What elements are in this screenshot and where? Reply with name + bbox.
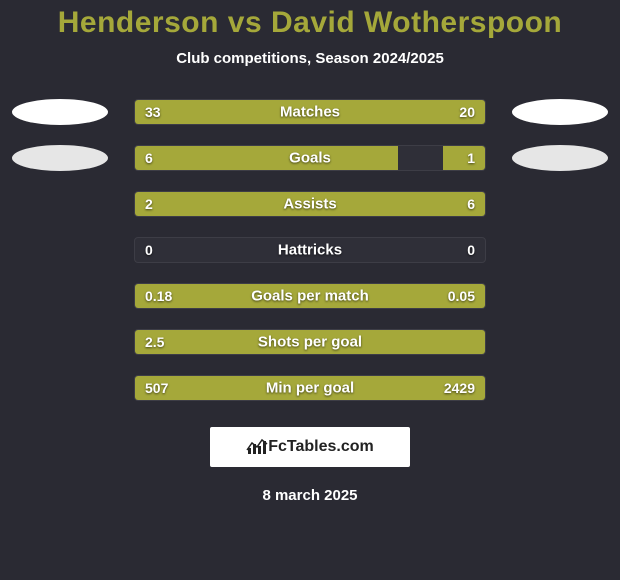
stat-row: 3320Matches bbox=[0, 99, 620, 125]
player-oval-left bbox=[12, 99, 108, 125]
badge-text: FcTables.com bbox=[268, 438, 374, 456]
stat-row: 61Goals bbox=[0, 145, 620, 171]
bar-fill-left bbox=[135, 330, 485, 354]
bar-fill-right bbox=[443, 146, 485, 170]
player-oval-right bbox=[512, 99, 608, 125]
stat-row: 0.180.05Goals per match bbox=[0, 283, 620, 309]
stat-bar: 61Goals bbox=[134, 145, 486, 171]
bar-fill-right bbox=[352, 100, 485, 124]
bar-fill-right bbox=[408, 284, 485, 308]
bar-fill-left bbox=[135, 192, 223, 216]
stat-bar: 5072429Min per goal bbox=[134, 375, 486, 401]
bar-fill-left bbox=[135, 284, 408, 308]
bar-fill-right bbox=[195, 376, 486, 400]
page-title: Henderson vs David Wotherspoon bbox=[58, 6, 563, 40]
stat-bar: 26Assists bbox=[134, 191, 486, 217]
stat-label: Hattricks bbox=[135, 242, 485, 259]
bar-fill-left bbox=[135, 146, 398, 170]
stat-row: 0 0Hattricks bbox=[0, 237, 620, 263]
stats-rows: 3320Matches 61Goals 26Assists 0 0Hattricks 0.… bbox=[0, 99, 620, 401]
stat-value-right: 0 bbox=[467, 242, 475, 258]
stat-bar: 2.5Shots per goal bbox=[134, 329, 486, 355]
stat-row: 5072429Min per goal bbox=[0, 375, 620, 401]
source-badge[interactable]: FcTables.com bbox=[210, 427, 410, 467]
stat-bar: 3320Matches bbox=[134, 99, 486, 125]
stat-bar: 0 0Hattricks bbox=[134, 237, 486, 263]
bar-fill-right bbox=[223, 192, 486, 216]
chart-icon bbox=[246, 438, 268, 456]
player-oval-left bbox=[12, 145, 108, 171]
stat-value-left: 0 bbox=[145, 242, 153, 258]
date-label: 8 march 2025 bbox=[262, 487, 357, 504]
bar-fill-left bbox=[135, 376, 195, 400]
subtitle: Club competitions, Season 2024/2025 bbox=[176, 50, 444, 67]
comparison-card: Henderson vs David Wotherspoon Club comp… bbox=[0, 0, 620, 580]
player-oval-right bbox=[512, 145, 608, 171]
bar-fill-left bbox=[135, 100, 352, 124]
stat-bar: 0.180.05Goals per match bbox=[134, 283, 486, 309]
stat-row: 2.5Shots per goal bbox=[0, 329, 620, 355]
stat-row: 26Assists bbox=[0, 191, 620, 217]
